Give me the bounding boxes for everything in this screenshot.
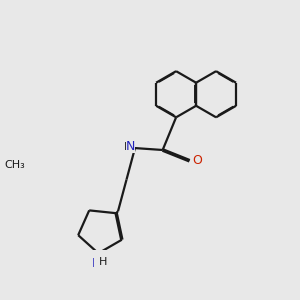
Text: H: H	[99, 257, 107, 267]
Text: O: O	[193, 154, 202, 167]
Text: H: H	[124, 142, 133, 152]
Text: N: N	[92, 257, 101, 270]
Text: CH₃: CH₃	[5, 160, 26, 170]
Text: N: N	[126, 140, 135, 153]
